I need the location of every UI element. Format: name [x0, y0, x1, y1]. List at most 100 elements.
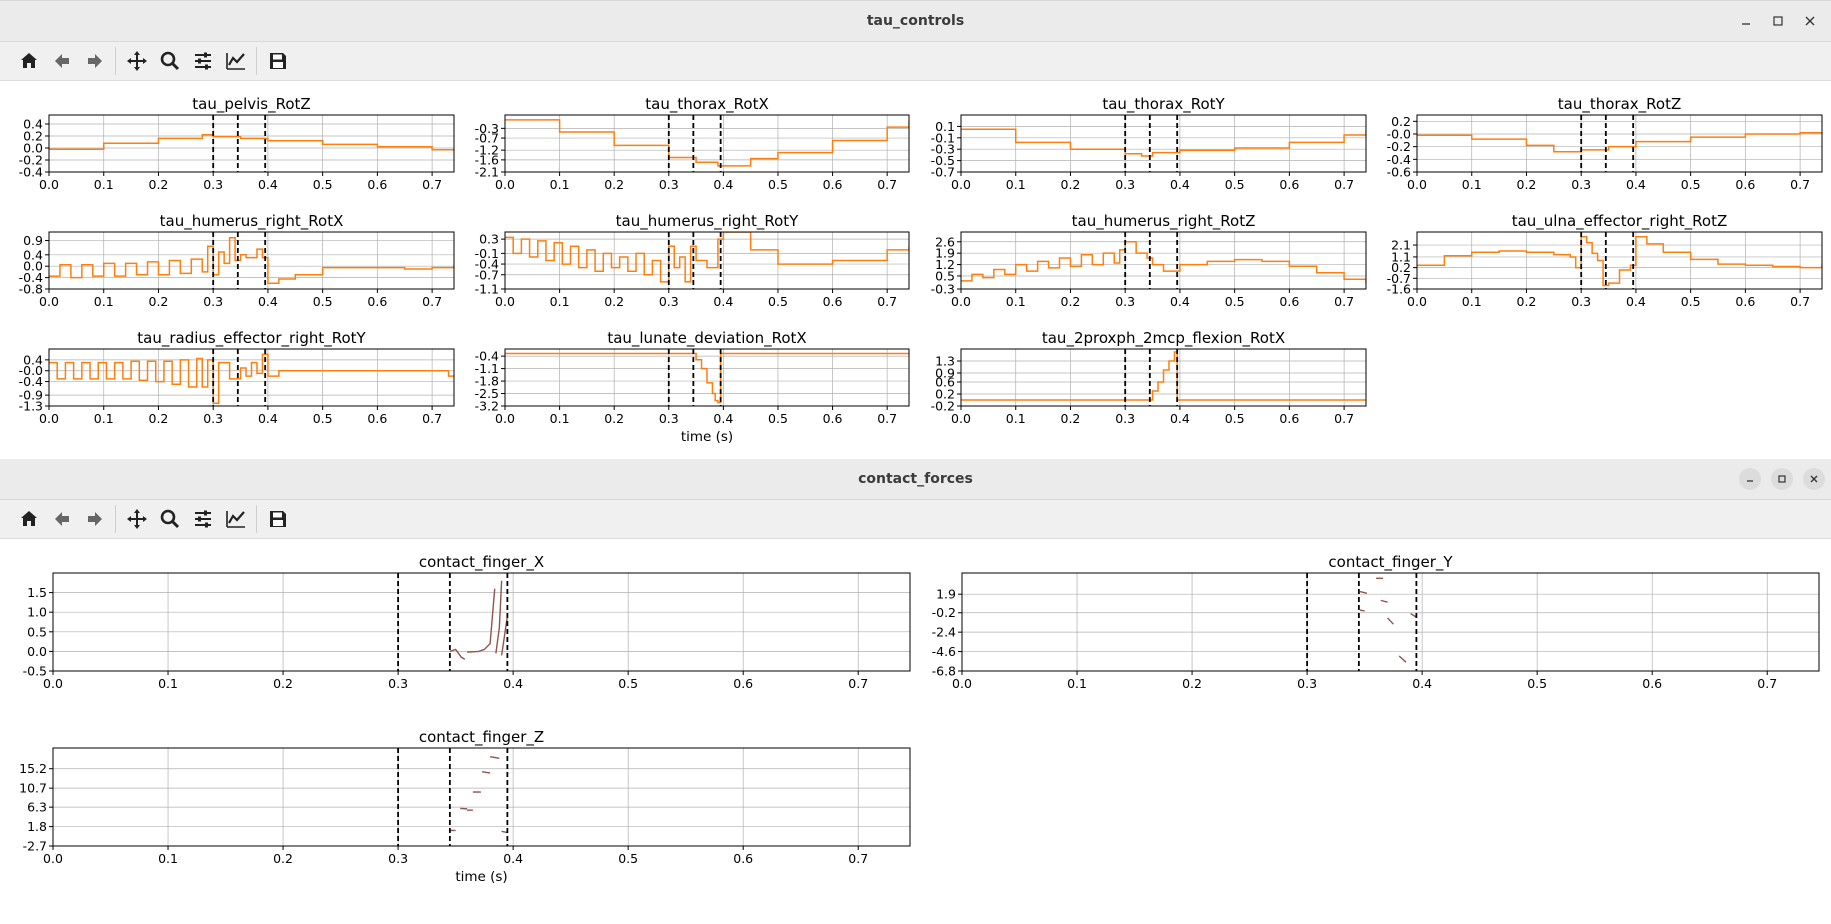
- subplots-button[interactable]: [186, 502, 219, 536]
- x-tick-label: 0.2: [273, 676, 293, 691]
- x-tick-label: 0.7: [1334, 411, 1354, 426]
- x-axis-label: time (s): [455, 869, 507, 885]
- subplot-title: tau_radius_effector_right_RotY: [137, 329, 366, 348]
- subplot-title: tau_ulna_effector_right_RotZ: [1512, 212, 1728, 231]
- x-tick-label: 0.1: [1462, 177, 1482, 192]
- x-tick-label: 0.7: [1757, 676, 1777, 691]
- forward-icon: [84, 508, 106, 530]
- series-line: [505, 353, 909, 402]
- x-tick-label: 0.4: [1170, 177, 1190, 192]
- y-tick-label: -0.7: [931, 165, 955, 180]
- series-line: [1417, 132, 1822, 152]
- customize-button[interactable]: [219, 44, 252, 78]
- toolbar-separator: [115, 47, 116, 75]
- x-tick-label: 0.4: [503, 676, 523, 691]
- series-line: [49, 135, 454, 151]
- x-tick-label: 0.1: [1006, 177, 1026, 192]
- save-button[interactable]: [261, 502, 294, 536]
- home-button[interactable]: [12, 502, 45, 536]
- series-segment: [467, 649, 484, 652]
- y-tick-label: -0.2: [932, 605, 956, 620]
- x-tick-label: 0.4: [1626, 294, 1646, 309]
- toolbar-separator: [256, 47, 257, 75]
- series-line: [961, 242, 1366, 284]
- y-tick-label: 6.3: [27, 800, 47, 815]
- save-button[interactable]: [261, 44, 294, 78]
- customize-icon: [225, 50, 247, 72]
- back-button[interactable]: [45, 44, 78, 78]
- maximize-button[interactable]: [1771, 468, 1793, 490]
- x-tick-label: 0.7: [1334, 294, 1354, 309]
- minimize-button[interactable]: [1739, 468, 1761, 490]
- series-segment: [1360, 592, 1367, 594]
- forward-icon: [84, 50, 106, 72]
- minimize-button[interactable]: [1735, 10, 1757, 32]
- x-tick-label: 0.1: [1067, 676, 1087, 691]
- x-tick-label: 0.3: [1571, 177, 1591, 192]
- x-tick-label: 0.3: [1115, 294, 1135, 309]
- x-tick-label: 0.6: [1279, 177, 1299, 192]
- x-tick-label: 0.6: [823, 294, 843, 309]
- pan-button[interactable]: [120, 44, 153, 78]
- home-icon: [18, 50, 40, 72]
- zoom-button[interactable]: [153, 502, 186, 536]
- x-tick-label: 0.7: [422, 177, 442, 192]
- minimize-icon: [1740, 15, 1752, 27]
- series-segment: [496, 581, 502, 654]
- toolbar-separator: [256, 505, 257, 533]
- x-tick-label: 0.6: [1279, 411, 1299, 426]
- y-tick-label: -1.3: [19, 399, 43, 414]
- pan-button[interactable]: [120, 502, 153, 536]
- subplot-title: tau_thorax_RotX: [645, 95, 768, 114]
- close-button[interactable]: [1799, 10, 1821, 32]
- y-tick-label: -0.4: [19, 165, 43, 180]
- maximize-button[interactable]: [1767, 10, 1789, 32]
- forward-button[interactable]: [78, 502, 111, 536]
- navigation-toolbar: [0, 42, 1831, 81]
- save-icon: [267, 508, 289, 530]
- pan-icon: [126, 508, 148, 530]
- back-button[interactable]: [45, 502, 78, 536]
- x-tick-label: 0.4: [503, 851, 523, 866]
- x-tick-label: 0.5: [1681, 177, 1701, 192]
- x-tick-label: 0.4: [713, 294, 733, 309]
- series-line: [49, 354, 454, 403]
- x-tick-label: 0.4: [258, 177, 278, 192]
- y-tick-label: -0.3: [931, 282, 955, 297]
- customize-button[interactable]: [219, 502, 252, 536]
- y-tick-label: 15.2: [19, 761, 47, 776]
- close-button[interactable]: [1803, 468, 1825, 490]
- x-tick-label: 0.5: [1225, 411, 1245, 426]
- subplots-icon: [192, 50, 214, 72]
- axes-frame: [961, 115, 1366, 172]
- pan-icon: [126, 50, 148, 72]
- subplots-button[interactable]: [186, 44, 219, 78]
- forward-button[interactable]: [78, 44, 111, 78]
- zoom-button[interactable]: [153, 44, 186, 78]
- x-tick-label: 0.3: [1115, 177, 1135, 192]
- x-tick-label: 0.3: [388, 676, 408, 691]
- x-tick-label: 0.5: [1527, 676, 1547, 691]
- x-tick-label: 0.1: [1462, 294, 1482, 309]
- x-tick-label: 0.5: [768, 294, 788, 309]
- home-button[interactable]: [12, 44, 45, 78]
- x-tick-label: 0.2: [604, 411, 624, 426]
- subplot-title: contact_finger_Z: [419, 728, 544, 747]
